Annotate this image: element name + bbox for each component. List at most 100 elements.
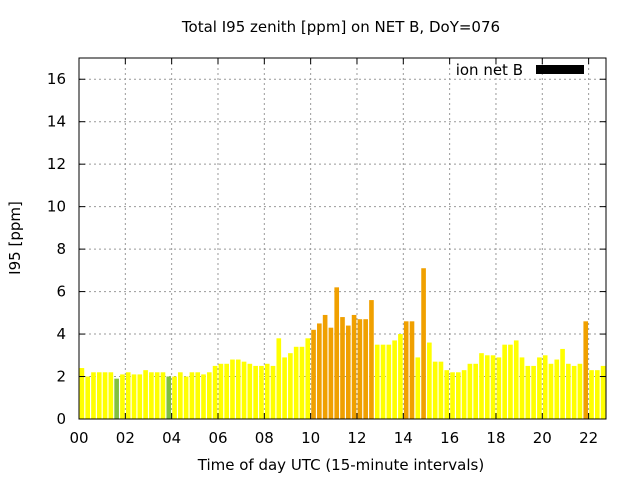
bar (363, 319, 368, 419)
bar (206, 372, 212, 419)
y-tick-label: 8 (56, 240, 66, 258)
bar (432, 361, 438, 419)
bar (270, 365, 276, 419)
bar (513, 340, 519, 419)
bar (351, 314, 357, 419)
bar (218, 363, 224, 419)
x-tick-label: 16 (440, 429, 459, 447)
bar (91, 372, 96, 419)
bar (201, 374, 206, 419)
bar (212, 365, 218, 419)
bar (108, 372, 114, 419)
bar (178, 372, 183, 419)
y-tick-label: 12 (47, 155, 66, 173)
bar (374, 344, 380, 419)
bar (160, 372, 166, 419)
bar (149, 372, 154, 419)
y-tick-label: 2 (56, 368, 66, 386)
bar (235, 359, 241, 419)
x-tick-label: 18 (486, 429, 505, 447)
bar (224, 363, 229, 419)
bar (571, 365, 577, 419)
bar (444, 370, 450, 419)
y-tick-label: 0 (56, 410, 66, 428)
bar (594, 370, 600, 419)
bar (484, 355, 490, 419)
bar (125, 372, 131, 419)
bar (114, 378, 119, 419)
bar (340, 317, 345, 419)
bar (334, 287, 340, 419)
x-tick-label: 02 (116, 429, 135, 447)
legend: ion net B (456, 61, 584, 79)
bar (282, 357, 287, 419)
bar (102, 372, 108, 419)
bar (380, 344, 386, 419)
bar (154, 372, 160, 419)
bar (311, 329, 316, 419)
bar (398, 334, 403, 419)
x-tick-label: 06 (208, 429, 227, 447)
bar (537, 357, 542, 419)
bar (589, 370, 594, 419)
bar (317, 323, 322, 419)
bar (542, 355, 548, 419)
bar (96, 372, 102, 419)
bar (473, 363, 479, 419)
y-tick-label: 16 (47, 70, 66, 88)
bar (328, 327, 334, 419)
bar (461, 370, 467, 419)
bar (137, 374, 143, 419)
y-tick-label: 6 (56, 283, 66, 301)
x-tick-label: 20 (533, 429, 552, 447)
axis-ticks (78, 58, 606, 420)
bar (548, 363, 554, 419)
bar (508, 344, 513, 419)
bar (79, 368, 85, 419)
y-tick-label: 4 (56, 325, 66, 343)
bar (421, 268, 426, 419)
bar (299, 346, 305, 419)
bar (172, 376, 177, 419)
bar (345, 325, 351, 419)
bar (583, 321, 589, 419)
bar (241, 361, 247, 419)
bar (120, 374, 125, 419)
bar (467, 363, 473, 419)
bar (183, 376, 189, 419)
x-tick-label: 10 (301, 429, 320, 447)
bar (519, 357, 525, 419)
bar (253, 365, 258, 419)
x-tick-labels: 00 02 04 06 08 10 12 14 16 18 20 22 (69, 429, 598, 447)
legend-swatch (536, 65, 584, 74)
bar (305, 338, 311, 419)
bar (531, 365, 536, 419)
x-tick-label: 14 (394, 429, 413, 447)
bar (369, 300, 374, 419)
bar (490, 355, 496, 419)
bar (357, 319, 363, 419)
bar (259, 365, 264, 419)
bar (415, 357, 421, 419)
bar (525, 365, 531, 419)
bar (450, 372, 455, 419)
bar (496, 357, 502, 419)
y-tick-labels: 0 2 4 6 8 10 12 14 16 (47, 70, 66, 428)
legend-label: ion net B (456, 61, 523, 79)
bar (577, 363, 583, 419)
bar (502, 344, 507, 419)
bar (403, 321, 409, 419)
grid (79, 58, 606, 419)
bar (456, 372, 461, 419)
bar (438, 361, 444, 419)
x-tick-label: 12 (347, 429, 366, 447)
y-axis-label: I95 [ppm] (6, 201, 24, 275)
bar (85, 376, 91, 419)
y-tick-label: 14 (47, 113, 66, 131)
x-tick-label: 00 (69, 429, 88, 447)
bar (479, 353, 484, 419)
bar (427, 342, 432, 419)
bar (386, 344, 392, 419)
x-tick-label: 08 (255, 429, 274, 447)
